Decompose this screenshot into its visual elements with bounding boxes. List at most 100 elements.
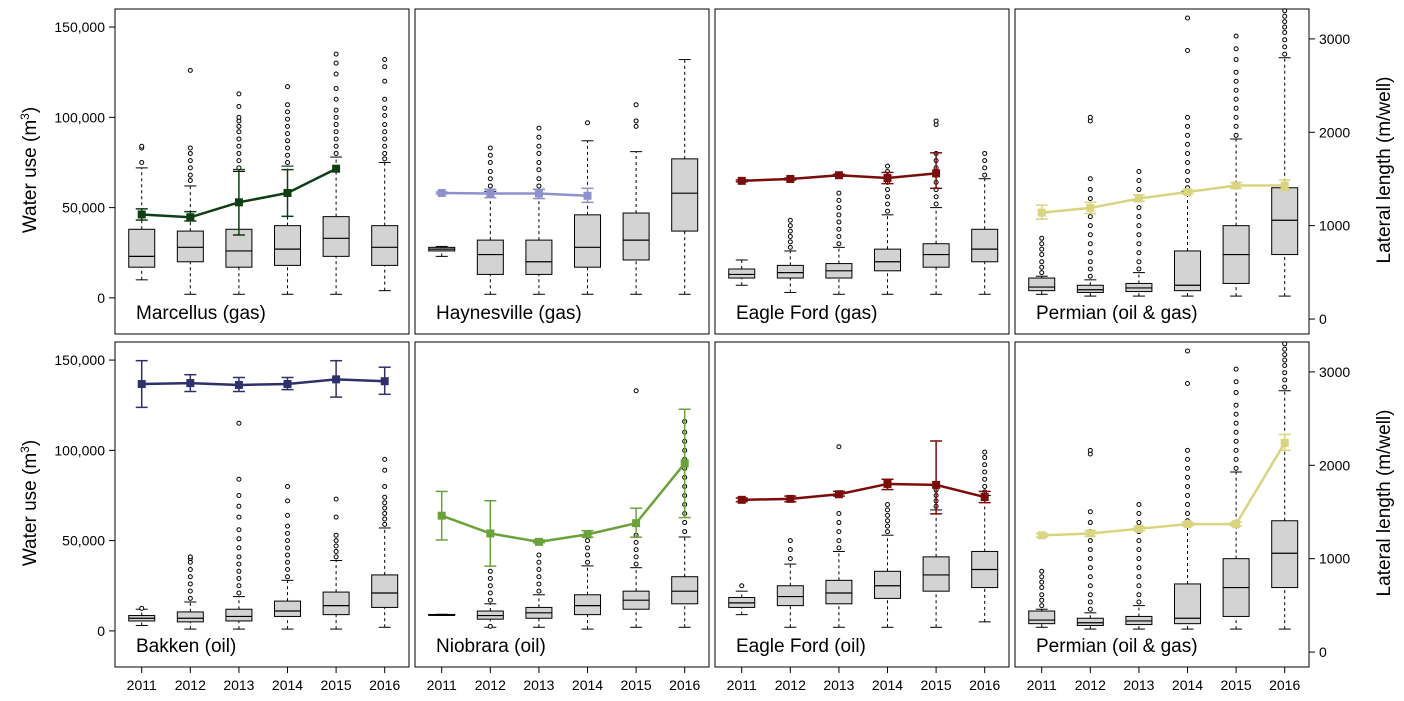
outlier-point [1185, 511, 1191, 517]
right-axis-tick-label: 0 [1319, 644, 1327, 660]
boxplot-2013 [825, 444, 853, 628]
outlier-point [1136, 556, 1142, 562]
lateral-length-line [441, 191, 588, 198]
outlier-point [1136, 205, 1142, 211]
outlier-point [1185, 114, 1191, 120]
box-iqr [1271, 520, 1299, 589]
outlier-point [236, 143, 242, 149]
outlier-point [885, 201, 891, 207]
boxplot-2014 [1174, 15, 1202, 297]
outlier-point [1185, 48, 1191, 54]
outlier-point [787, 234, 793, 239]
outlier-point [1282, 37, 1288, 43]
box-iqr [1174, 250, 1202, 292]
boxplot-2013 [525, 552, 553, 628]
lateral-length-line [141, 378, 385, 387]
outlier-point [187, 574, 193, 580]
outlier-point [1087, 187, 1093, 193]
outlier-point [139, 143, 145, 149]
box-iqr [1028, 277, 1056, 292]
outlier-point [1136, 232, 1142, 238]
outlier-point [1233, 33, 1239, 39]
outlier-point [236, 114, 242, 120]
outlier-point [1087, 241, 1093, 247]
lateral-point [1232, 520, 1241, 529]
lateral-point [1232, 181, 1241, 190]
box-iqr [971, 228, 999, 263]
outlier-point [982, 158, 988, 164]
outlier-point [1233, 390, 1239, 396]
left-axis-tick-label: 150,000 [54, 352, 105, 368]
outlier-point [787, 223, 793, 229]
outlier-point [982, 172, 988, 178]
outlier-point [1087, 250, 1093, 256]
outlier-point [382, 500, 388, 506]
left-axis-title-bottom: Water use (m3) [18, 440, 41, 566]
outlier-point [1233, 57, 1239, 63]
lateral-point [234, 198, 243, 207]
lateral-point [680, 459, 689, 468]
box-iqr [574, 594, 602, 616]
lateral-point [137, 210, 146, 219]
outlier-point [285, 552, 291, 558]
boxplot-2014 [874, 502, 902, 628]
outlier-point [982, 469, 988, 475]
outlier-point [333, 114, 339, 120]
outlier-point [1282, 19, 1288, 25]
outlier-point [836, 538, 842, 544]
outlier-point [236, 536, 242, 542]
outlier-point [236, 129, 242, 135]
outlier-point [236, 104, 242, 109]
outlier-point [1087, 447, 1093, 453]
panel-1: Marcellus (gas) 0 50,000 100,000 150,000 [54, 8, 410, 335]
outlier-point [1233, 411, 1239, 417]
outlier-point [885, 512, 891, 518]
box-iqr [922, 556, 950, 592]
outlier-point [187, 150, 193, 156]
box-iqr [176, 611, 204, 623]
x-axis-tick-label: 2013 [523, 677, 554, 693]
outlier-point [1185, 150, 1191, 156]
outlier-point [982, 449, 988, 455]
boxplot-2015 [922, 482, 950, 628]
outlier-point [1136, 520, 1142, 526]
outlier-point [1087, 520, 1093, 526]
outlier-point [1185, 447, 1191, 453]
outlier-point [1185, 178, 1191, 184]
boxplot-2015 [622, 102, 650, 295]
outlier-point [1282, 384, 1288, 390]
lateral-point [283, 188, 292, 197]
outlier-point [333, 122, 339, 128]
panel-4: Permian (oil & gas) 0 1000 2000 3000 [1014, 8, 1350, 335]
lateral-length-line [441, 462, 686, 544]
left-axis-tick-label: 50,000 [62, 200, 105, 216]
x-axis-tick-label: 2015 [1221, 677, 1252, 693]
left-axis-label-text: Water use (m [20, 453, 41, 566]
outlier-point [1233, 366, 1239, 372]
x-axis-tick-label: 2016 [369, 677, 400, 693]
outlier-point [333, 496, 339, 502]
outlier-point [139, 159, 145, 165]
left-axis-title-top: Water use (m3) [18, 107, 41, 233]
outlier-point [1087, 176, 1093, 182]
outlier-point [1185, 159, 1191, 165]
outlier-point [1136, 538, 1142, 544]
boxplot-2015 [622, 388, 650, 628]
lateral-point [234, 380, 243, 389]
outlier-point [585, 545, 591, 551]
outlier-point [1185, 141, 1191, 147]
outlier-point [187, 165, 193, 171]
outlier-point [682, 520, 688, 526]
outlier-point [1039, 259, 1045, 265]
right-axis: 0 1000 2000 3000 [1309, 31, 1350, 327]
lateral-point [883, 174, 892, 183]
x-axis-tick-label: 2015 [621, 677, 652, 693]
outlier-point [1282, 357, 1288, 363]
outlier-point [187, 67, 193, 73]
outlier-point [1282, 370, 1288, 376]
outlier-point [1039, 603, 1045, 609]
box-iqr [728, 268, 756, 279]
outlier-point [285, 131, 291, 137]
outlier-point [682, 529, 688, 535]
